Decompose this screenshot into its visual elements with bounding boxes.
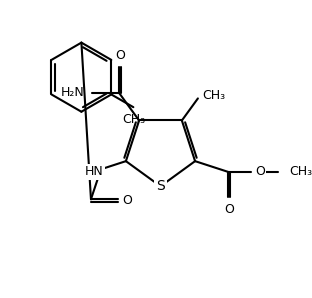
- Text: O: O: [115, 49, 125, 62]
- Text: O: O: [224, 203, 234, 216]
- Text: HN: HN: [85, 165, 104, 179]
- Text: O: O: [255, 165, 265, 178]
- Text: CH₃: CH₃: [289, 165, 312, 178]
- Text: S: S: [156, 179, 165, 193]
- Text: O: O: [122, 194, 132, 207]
- Text: H₂N: H₂N: [61, 86, 84, 99]
- Text: CH₃: CH₃: [122, 113, 145, 126]
- Text: CH₃: CH₃: [202, 89, 226, 102]
